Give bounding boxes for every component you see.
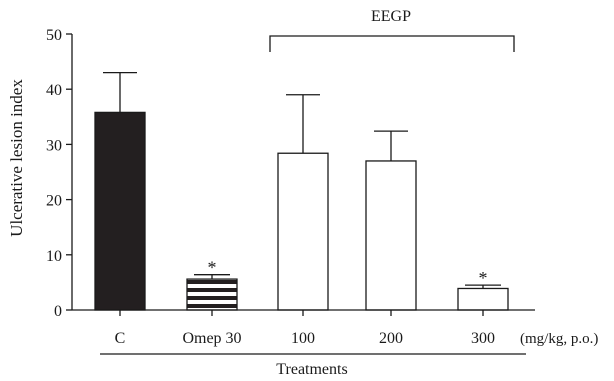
bar-4 [457, 287, 509, 311]
x-tick-label: 300 [471, 330, 495, 347]
y-tick-label: 50 [46, 27, 62, 44]
y-tick-label: 30 [46, 137, 62, 154]
x-tick-label: 100 [291, 330, 315, 347]
significance-mark-1: * [208, 258, 217, 278]
group-bracket [269, 35, 515, 52]
y-axis: 0 10 20 30 40 50 [46, 27, 73, 320]
x-tick-label: Omep 30 [182, 330, 241, 347]
unit-note: (mg/kg, p.o.) [520, 331, 598, 347]
y-axis-label: Ulcerative lesion index [7, 79, 26, 237]
significance-mark-4: * [479, 268, 488, 288]
x-tick-label: 200 [379, 330, 403, 347]
y-tick-label: 0 [54, 303, 62, 320]
y-tick-label: 20 [46, 193, 62, 210]
y-tick-label: 10 [46, 248, 62, 265]
bars: ** [94, 71, 509, 311]
bar-0 [94, 111, 146, 311]
x-axis-label: Treatments [276, 361, 347, 378]
y-tick-label: 40 [46, 82, 62, 99]
x-axis: C Omep 30 100 200 300 [72, 309, 535, 355]
x-tick-label: C [115, 330, 126, 347]
group-bracket-label: EEGP [371, 8, 411, 25]
group-bracket-line [269, 35, 515, 52]
bar-3 [365, 160, 417, 311]
bar-2 [277, 152, 329, 311]
bar-1 [186, 278, 238, 311]
